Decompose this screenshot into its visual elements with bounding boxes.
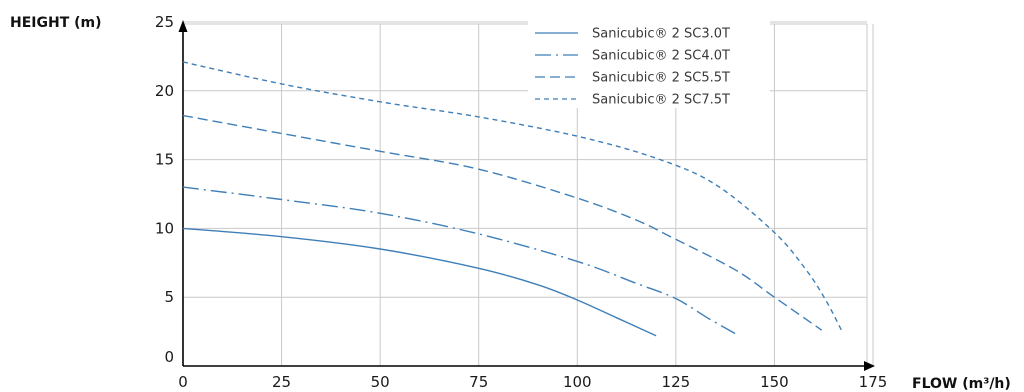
legend-entry: Sanicubic® 2 SC4.0T xyxy=(592,49,730,64)
x-tick-label: 150 xyxy=(760,373,789,391)
series-line-3 xyxy=(182,114,823,331)
y-tick-label: 0 xyxy=(164,348,174,366)
x-tick-label: 175 xyxy=(859,373,888,391)
x-tick-label: 75 xyxy=(469,373,488,391)
y-axis-label: HEIGHT (m) xyxy=(10,15,102,31)
legend-background xyxy=(528,20,770,108)
y-axis-arrow-icon xyxy=(178,20,188,32)
x-tick-label: 100 xyxy=(563,373,592,391)
series-line-1 xyxy=(182,227,657,337)
series-line-2 xyxy=(182,186,740,337)
legend-entry: Sanicubic® 2 SC3.0T xyxy=(592,27,730,42)
y-tick-label: 10 xyxy=(155,219,174,237)
x-axis-arrow-icon xyxy=(864,361,875,371)
legend: Sanicubic® 2 SC3.0T Sanicubic® 2 SC4.0T Sa… xyxy=(528,20,770,108)
series-line-4 xyxy=(182,61,843,331)
x-tick-label: 0 xyxy=(178,373,188,391)
tick-labels: 0 25 50 75 100 125 150 175 0 5 10 15 20 25 xyxy=(155,13,887,391)
y-tick-label: 25 xyxy=(155,13,174,31)
axes xyxy=(178,20,875,371)
x-axis-label: FLOW (m³/h) xyxy=(912,376,1011,392)
legend-entry: Sanicubic® 2 SC7.5T xyxy=(592,93,730,108)
y-tick-label: 15 xyxy=(155,151,174,169)
x-tick-label: 50 xyxy=(371,373,390,391)
y-tick-label: 5 xyxy=(164,288,174,306)
x-tick-label: 125 xyxy=(662,373,691,391)
x-tick-label: 25 xyxy=(272,373,291,391)
series-lines xyxy=(182,61,843,337)
legend-entry: Sanicubic® 2 SC5.5T xyxy=(592,71,730,86)
y-tick-label: 20 xyxy=(155,82,174,100)
